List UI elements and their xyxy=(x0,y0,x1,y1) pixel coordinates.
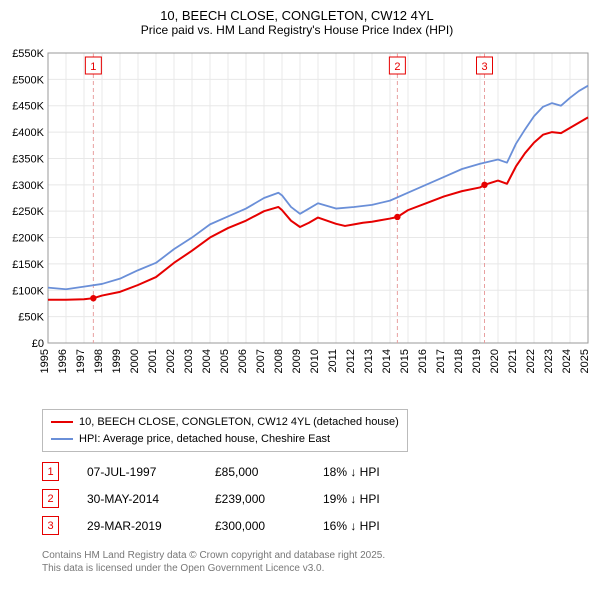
footer-line1: Contains HM Land Registry data © Crown c… xyxy=(42,549,592,562)
x-tick-label: 2022 xyxy=(525,349,537,373)
sales-row: 1 07-JUL-1997 £85,000 18% ↓ HPI xyxy=(42,458,592,485)
x-tick-label: 2018 xyxy=(453,349,465,373)
x-tick-label: 2005 xyxy=(219,349,231,373)
legend-item: HPI: Average price, detached house, Ches… xyxy=(51,431,399,448)
sale-marker-label: 3 xyxy=(481,61,487,73)
legend-label: 10, BEECH CLOSE, CONGLETON, CW12 4YL (de… xyxy=(79,414,399,431)
sales-delta: 18% ↓ HPI xyxy=(323,465,380,479)
x-tick-label: 1999 xyxy=(111,349,123,373)
sales-badge: 2 xyxy=(42,489,59,508)
x-tick-label: 1997 xyxy=(75,349,87,373)
x-tick-label: 2012 xyxy=(345,349,357,373)
chart-title-line2: Price paid vs. HM Land Registry's House … xyxy=(2,23,592,37)
sales-price: £239,000 xyxy=(215,492,295,506)
y-tick-label: £500K xyxy=(12,74,44,86)
x-tick-label: 2009 xyxy=(291,349,303,373)
sales-price: £300,000 xyxy=(215,519,295,533)
sales-badge: 3 xyxy=(42,516,59,535)
sales-table: 1 07-JUL-1997 £85,000 18% ↓ HPI 2 30-MAY-2014… xyxy=(42,458,592,539)
sales-row: 2 30-MAY-2014 £239,000 19% ↓ HPI xyxy=(42,485,592,512)
price-chart: £0 £50K £100K £150K £200K £250K £300K £350K £400… xyxy=(8,43,592,403)
y-tick-label: £550K xyxy=(12,48,44,60)
y-tick-label: £100K xyxy=(12,285,44,297)
x-tick-label: 2004 xyxy=(201,349,213,373)
x-tick-label: 2015 xyxy=(399,349,411,373)
y-tick-label: £400K xyxy=(12,127,44,139)
x-tick-label: 2002 xyxy=(165,349,177,373)
x-tick-label: 2019 xyxy=(471,349,483,373)
x-tick-label: 1998 xyxy=(93,349,105,373)
sales-date: 07-JUL-1997 xyxy=(87,465,187,479)
x-tick-label: 2001 xyxy=(147,349,159,373)
legend-label: HPI: Average price, detached house, Ches… xyxy=(79,431,330,448)
x-tick-label: 2008 xyxy=(273,349,285,373)
footer-attribution: Contains HM Land Registry data © Crown c… xyxy=(42,549,592,575)
sales-date: 29-MAR-2019 xyxy=(87,519,187,533)
x-tick-label: 1995 xyxy=(39,349,51,373)
footer-line2: This data is licensed under the Open Gov… xyxy=(42,562,592,575)
sales-date: 30-MAY-2014 xyxy=(87,492,187,506)
y-tick-label: £0 xyxy=(32,338,44,350)
x-tick-label: 2024 xyxy=(561,349,573,373)
y-tick-label: £300K xyxy=(12,180,44,192)
y-tick-label: £50K xyxy=(18,312,44,324)
x-tick-label: 2010 xyxy=(309,349,321,373)
sale-marker-label: 1 xyxy=(90,61,96,73)
legend-item: 10, BEECH CLOSE, CONGLETON, CW12 4YL (de… xyxy=(51,414,399,431)
legend: 10, BEECH CLOSE, CONGLETON, CW12 4YL (de… xyxy=(42,409,408,452)
legend-swatch xyxy=(51,421,73,423)
sales-delta: 16% ↓ HPI xyxy=(323,519,380,533)
chart-title-line1: 10, BEECH CLOSE, CONGLETON, CW12 4YL xyxy=(2,8,592,23)
x-tick-label: 2017 xyxy=(435,349,447,373)
x-tick-label: 2025 xyxy=(579,349,591,373)
sales-badge: 1 xyxy=(42,462,59,481)
sales-price: £85,000 xyxy=(215,465,295,479)
y-tick-label: £250K xyxy=(12,206,44,218)
x-tick-label: 2020 xyxy=(489,349,501,373)
sale-marker-label: 2 xyxy=(394,61,400,73)
x-tick-label: 2007 xyxy=(255,349,267,373)
x-tick-label: 2000 xyxy=(129,349,141,373)
x-tick-label: 2006 xyxy=(237,349,249,373)
y-tick-label: £200K xyxy=(12,233,44,245)
page: 10, BEECH CLOSE, CONGLETON, CW12 4YL Pri… xyxy=(0,0,600,590)
x-tick-label: 2014 xyxy=(381,349,393,373)
sales-row: 3 29-MAR-2019 £300,000 16% ↓ HPI xyxy=(42,512,592,539)
x-tick-label: 2003 xyxy=(183,349,195,373)
x-tick-label: 2016 xyxy=(417,349,429,373)
legend-swatch xyxy=(51,438,73,440)
y-tick-label: £350K xyxy=(12,153,44,165)
sales-delta: 19% ↓ HPI xyxy=(323,492,380,506)
y-tick-label: £450K xyxy=(12,101,44,113)
x-tick-label: 2021 xyxy=(507,349,519,373)
x-tick-label: 2023 xyxy=(543,349,555,373)
x-tick-label: 2013 xyxy=(363,349,375,373)
x-tick-label: 2011 xyxy=(327,349,339,373)
x-tick-label: 1996 xyxy=(57,349,69,373)
y-tick-label: £150K xyxy=(12,259,44,271)
